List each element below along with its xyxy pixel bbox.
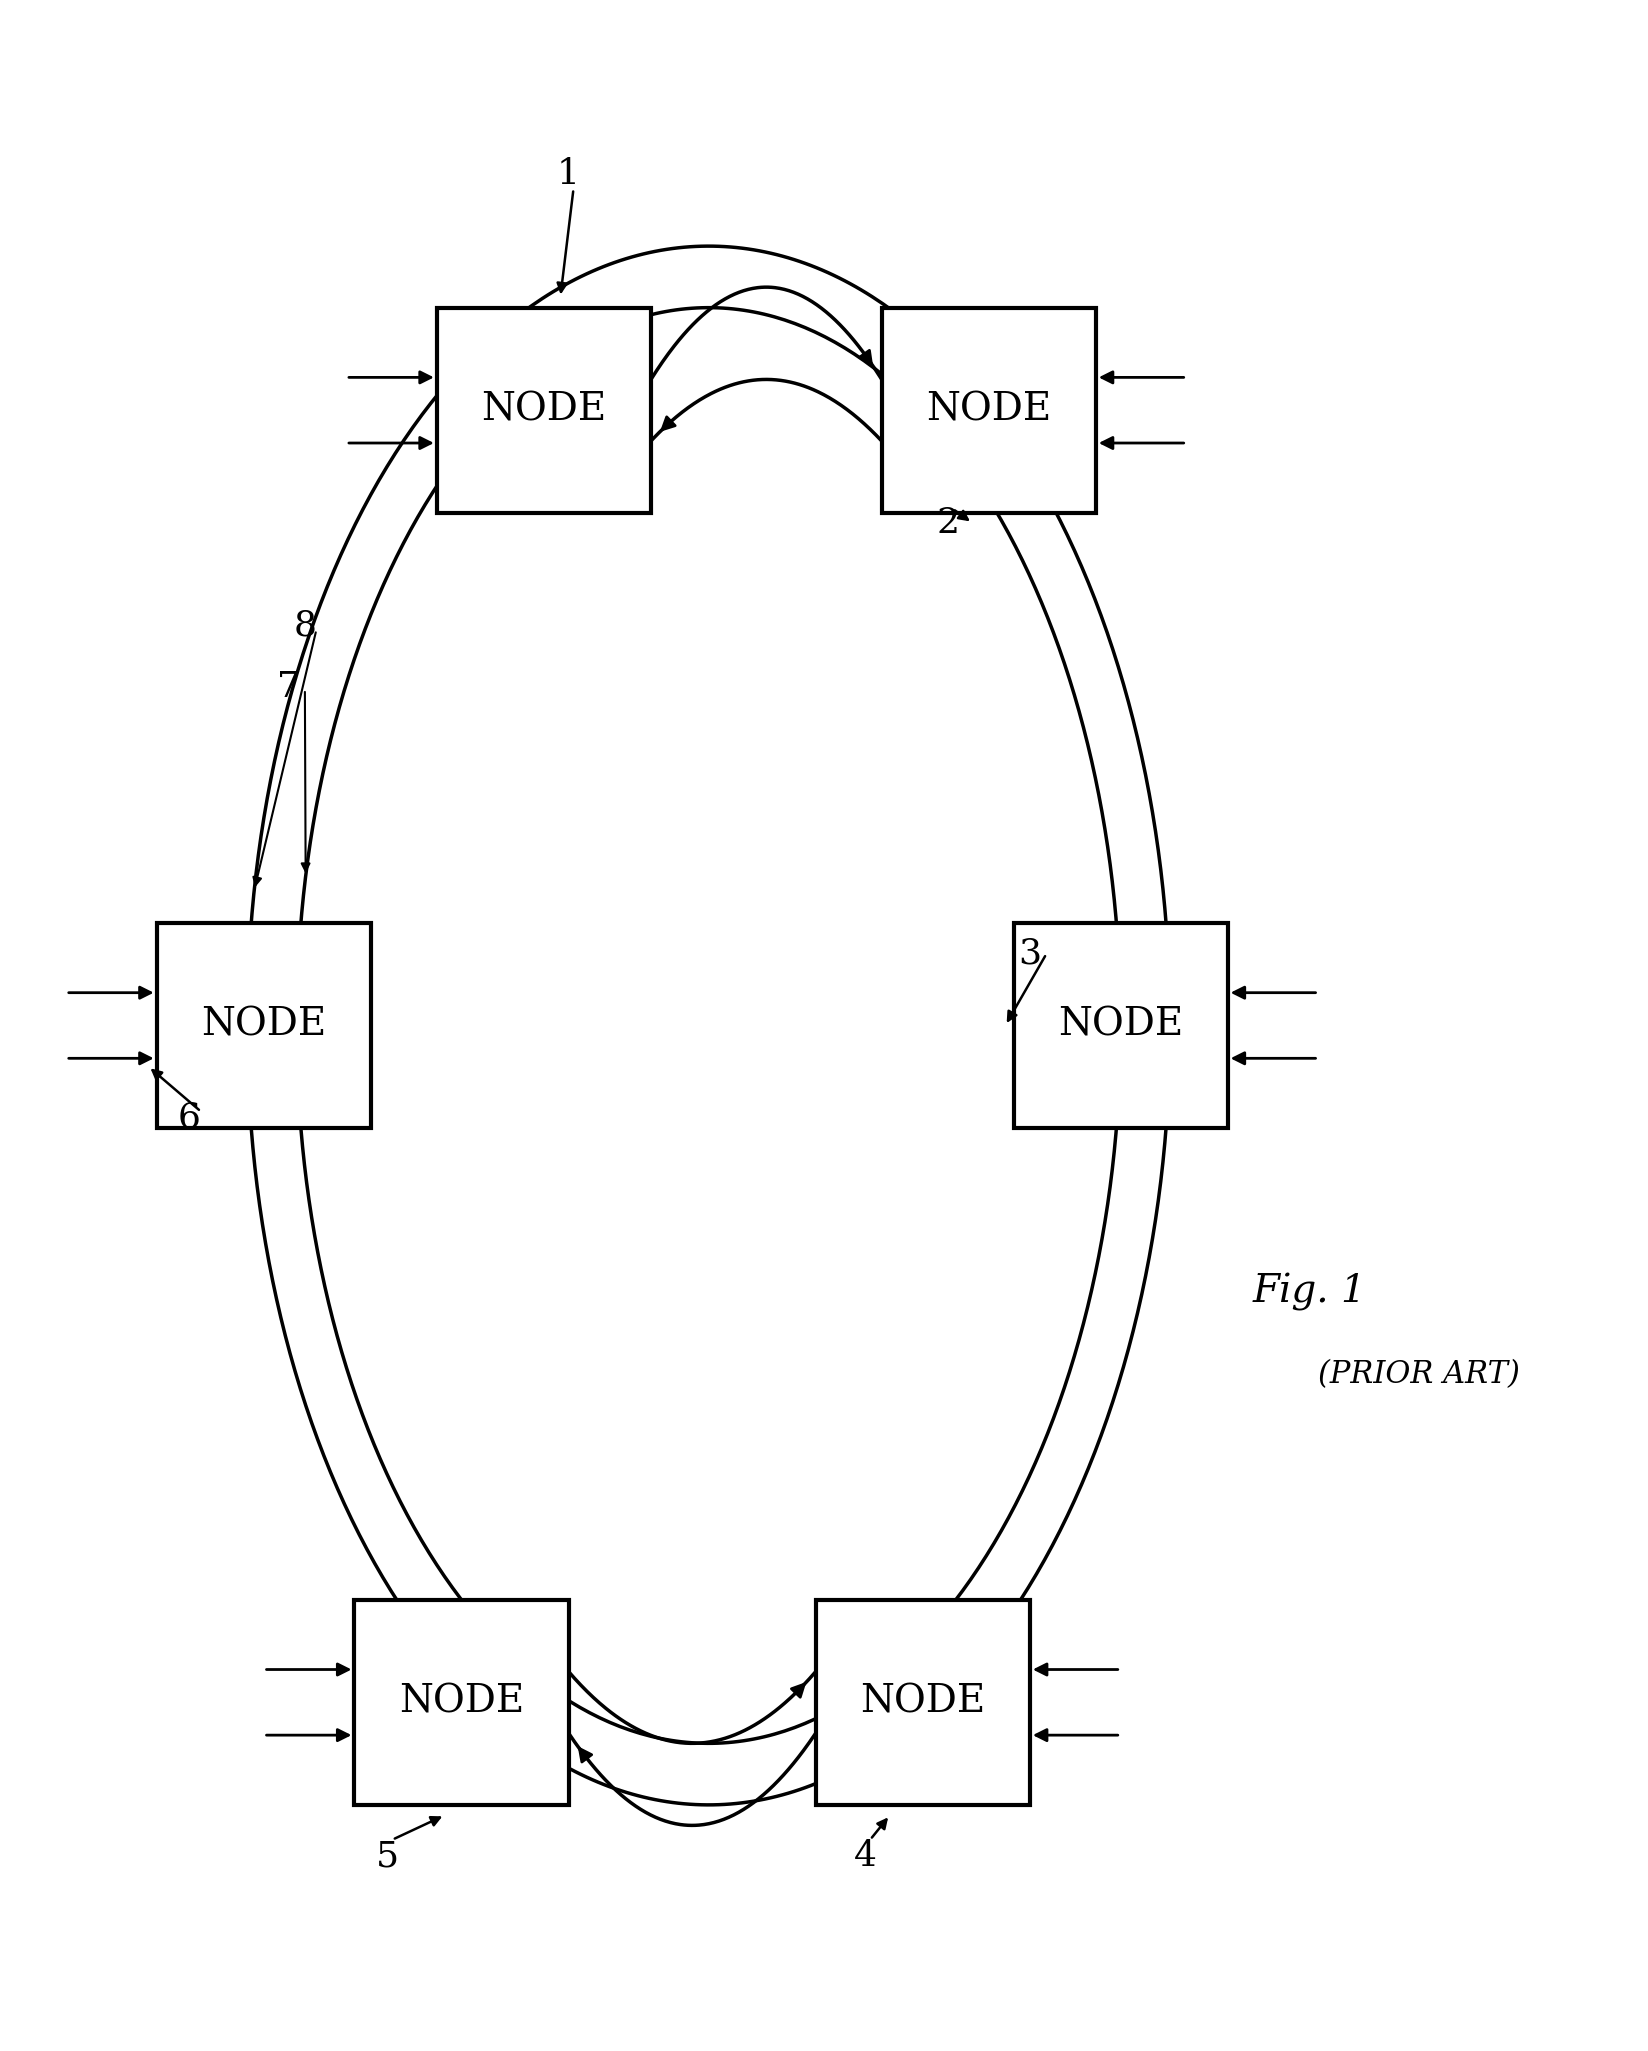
Bar xyxy=(437,308,651,513)
Text: 1: 1 xyxy=(557,158,580,191)
Bar xyxy=(882,308,1096,513)
Text: 6: 6 xyxy=(178,1101,201,1134)
Bar xyxy=(816,1600,1030,1805)
Text: 8: 8 xyxy=(293,609,316,642)
Text: NODE: NODE xyxy=(860,1684,986,1721)
Text: 3: 3 xyxy=(1018,937,1042,970)
Bar xyxy=(354,1600,569,1805)
Text: (PRIOR ART): (PRIOR ART) xyxy=(1318,1358,1519,1391)
Text: 4: 4 xyxy=(854,1840,877,1873)
Text: 7: 7 xyxy=(277,671,300,703)
Bar xyxy=(1014,923,1228,1128)
Text: NODE: NODE xyxy=(201,1007,326,1044)
Text: NODE: NODE xyxy=(926,392,1051,429)
Text: 5: 5 xyxy=(376,1840,399,1873)
Text: NODE: NODE xyxy=(481,392,606,429)
Text: NODE: NODE xyxy=(399,1684,524,1721)
Text: 2: 2 xyxy=(936,507,959,539)
Text: Fig. 1: Fig. 1 xyxy=(1252,1274,1366,1311)
Bar xyxy=(157,923,371,1128)
Text: NODE: NODE xyxy=(1058,1007,1183,1044)
